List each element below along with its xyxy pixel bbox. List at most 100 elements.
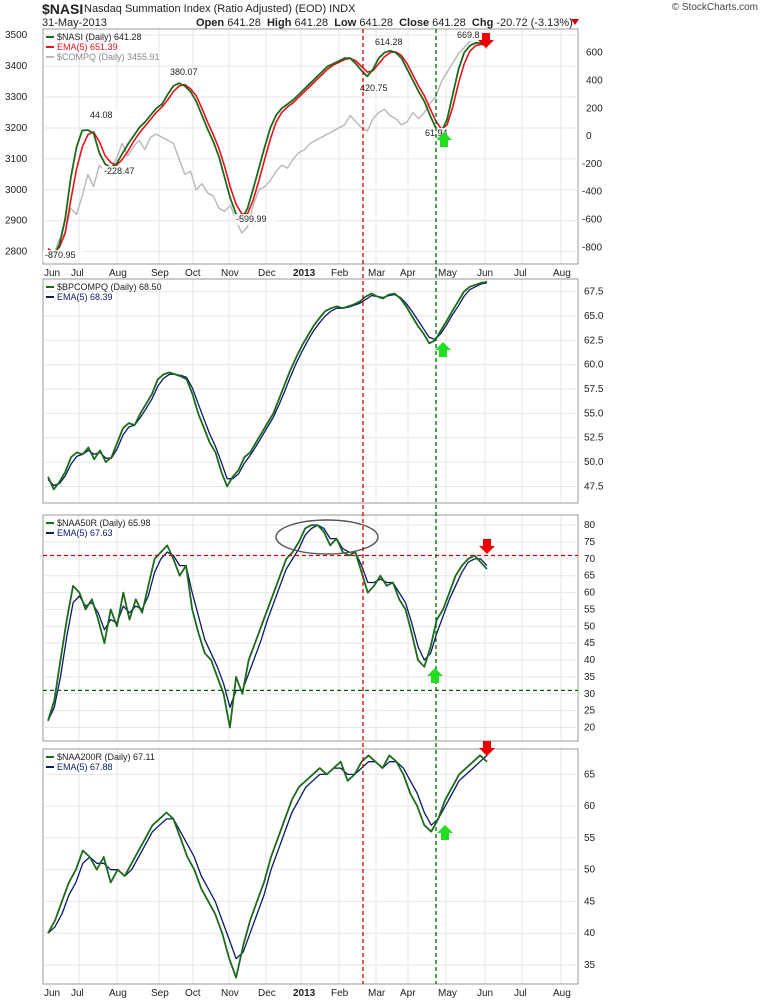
- x-tick-label: Apr: [400, 268, 416, 279]
- right-tick-label: 47.5: [584, 481, 604, 492]
- high-value: 641.28: [294, 17, 329, 29]
- open-label: Open: [196, 17, 225, 29]
- brand-logo[interactable]: © StockCharts.com: [671, 2, 758, 13]
- right-tick-label: -800: [582, 242, 602, 253]
- right-tick-label: 40: [584, 928, 596, 939]
- compq-line: [47, 36, 488, 256]
- x-tick-label: Jun: [477, 988, 493, 999]
- right-tick-label: 40: [584, 655, 596, 666]
- x-tick-label: Dec: [258, 268, 276, 279]
- close-value: 641.28: [432, 17, 466, 29]
- x-tick-label: Mar: [368, 268, 386, 279]
- low-value: 641.28: [359, 17, 393, 29]
- x-tick-label: Jul: [71, 988, 84, 999]
- close-label: Close: [399, 17, 430, 29]
- right-tick-label: 80: [584, 520, 596, 531]
- annotation-label: 420.75: [360, 83, 388, 93]
- x-tick-label: Aug: [553, 268, 571, 279]
- naa200r-ema-line: [47, 754, 488, 960]
- right-tick-label: -400: [582, 187, 602, 198]
- x-tick-label: Jun: [44, 268, 60, 279]
- annotation-label: 61.94: [425, 128, 448, 138]
- chart-symbol: $NASI: [42, 1, 84, 17]
- x-tick-label: Sep: [151, 988, 169, 999]
- right-tick-label: 200: [586, 103, 603, 114]
- legend-entry: $BPCOMPQ (Daily) 68.50: [57, 282, 162, 292]
- chart-date: 31-May-2013: [42, 17, 107, 29]
- legend-entry: $NASI (Daily) 641.28: [57, 32, 142, 42]
- chg-down-icon: [571, 19, 579, 25]
- naa50r-ema-line: [47, 524, 488, 722]
- x-tick-label: Sep: [151, 268, 169, 279]
- annotation-bg: [423, 128, 453, 139]
- down-arrow-icon: [478, 33, 494, 48]
- ohlc-line: Open 641.28 High 641.28 Low 641.28 Close…: [196, 17, 573, 29]
- high-label: High: [266, 17, 292, 29]
- x-tick-label: Jul: [514, 268, 527, 279]
- right-tick-label: 60: [584, 801, 596, 812]
- right-tick-label: 62.5: [584, 335, 604, 346]
- x-tick-label: Jun: [44, 988, 60, 999]
- x-tick-label: 2013: [293, 268, 316, 279]
- left-tick-label: 2900: [5, 216, 28, 227]
- right-tick-label: 55.0: [584, 408, 604, 419]
- right-tick-label: 55: [584, 604, 596, 615]
- right-tick-label: 50: [584, 865, 596, 876]
- left-tick-label: 3500: [5, 30, 28, 41]
- x-tick-label: Apr: [400, 988, 416, 999]
- x-tick-label: Feb: [331, 268, 349, 279]
- left-tick-label: 3300: [5, 92, 28, 103]
- right-tick-label: 35: [584, 960, 596, 971]
- right-tick-label: 67.5: [584, 287, 604, 298]
- bpcompq-line: [47, 281, 488, 491]
- highlight-ellipse: [275, 519, 379, 555]
- x-tick-label: 2013: [293, 988, 316, 999]
- x-tick-label: Jul: [71, 268, 84, 279]
- right-tick-label: 20: [584, 723, 596, 734]
- x-tick-label: May: [438, 268, 457, 279]
- panel-frame-2: [42, 278, 579, 504]
- annotation-bg: [88, 110, 118, 121]
- x-tick-label: Mar: [368, 988, 386, 999]
- right-tick-label: 35: [584, 672, 596, 683]
- low-label: Low: [334, 17, 357, 29]
- right-tick-label: 65: [584, 571, 596, 582]
- left-tick-label: 3000: [5, 185, 28, 196]
- x-tick-label: Aug: [553, 988, 571, 999]
- annotation-label: 614.28: [375, 37, 403, 47]
- down-arrow-icon: [479, 741, 495, 756]
- right-tick-label: 50.0: [584, 457, 604, 468]
- right-tick-label: 70: [584, 554, 596, 565]
- panel-frame-1: [42, 28, 579, 265]
- x-tick-label: May: [438, 988, 457, 999]
- right-tick-label: 55: [584, 833, 596, 844]
- naa50r-line: [47, 524, 488, 729]
- left-tick-label: 3200: [5, 123, 28, 134]
- annotation-bg: [358, 83, 394, 94]
- up-arrow-icon: [437, 825, 453, 840]
- x-tick-label: Nov: [221, 268, 239, 279]
- annotation-label: -228.47: [104, 166, 135, 176]
- up-arrow-icon: [436, 132, 452, 147]
- x-tick-label: Aug: [109, 988, 127, 999]
- nasi-line: [47, 42, 488, 258]
- right-tick-label: 60: [584, 588, 596, 599]
- right-tick-label: 600: [586, 48, 603, 59]
- right-tick-label: -600: [582, 215, 602, 226]
- legend-entry: EMA(5) 68.39: [57, 292, 113, 302]
- annotation-label: -870.95: [45, 250, 76, 260]
- annotation-label: 669.8: [457, 30, 480, 40]
- right-tick-label: 25: [584, 706, 596, 717]
- legend-entry: $NAA200R (Daily) 67.11: [57, 752, 155, 762]
- legend-entry: EMA(5) 651.39: [57, 42, 118, 52]
- right-tick-label: 65.0: [584, 311, 604, 322]
- up-arrow-icon: [427, 668, 443, 683]
- right-tick-label: 75: [584, 537, 596, 548]
- x-tick-label: Oct: [185, 268, 201, 279]
- annotation-bg: [373, 37, 409, 48]
- right-tick-label: 45: [584, 638, 596, 649]
- right-tick-label: 65: [584, 769, 596, 780]
- x-tick-label: Aug: [109, 268, 127, 279]
- annotation-label: 380.07: [170, 67, 198, 77]
